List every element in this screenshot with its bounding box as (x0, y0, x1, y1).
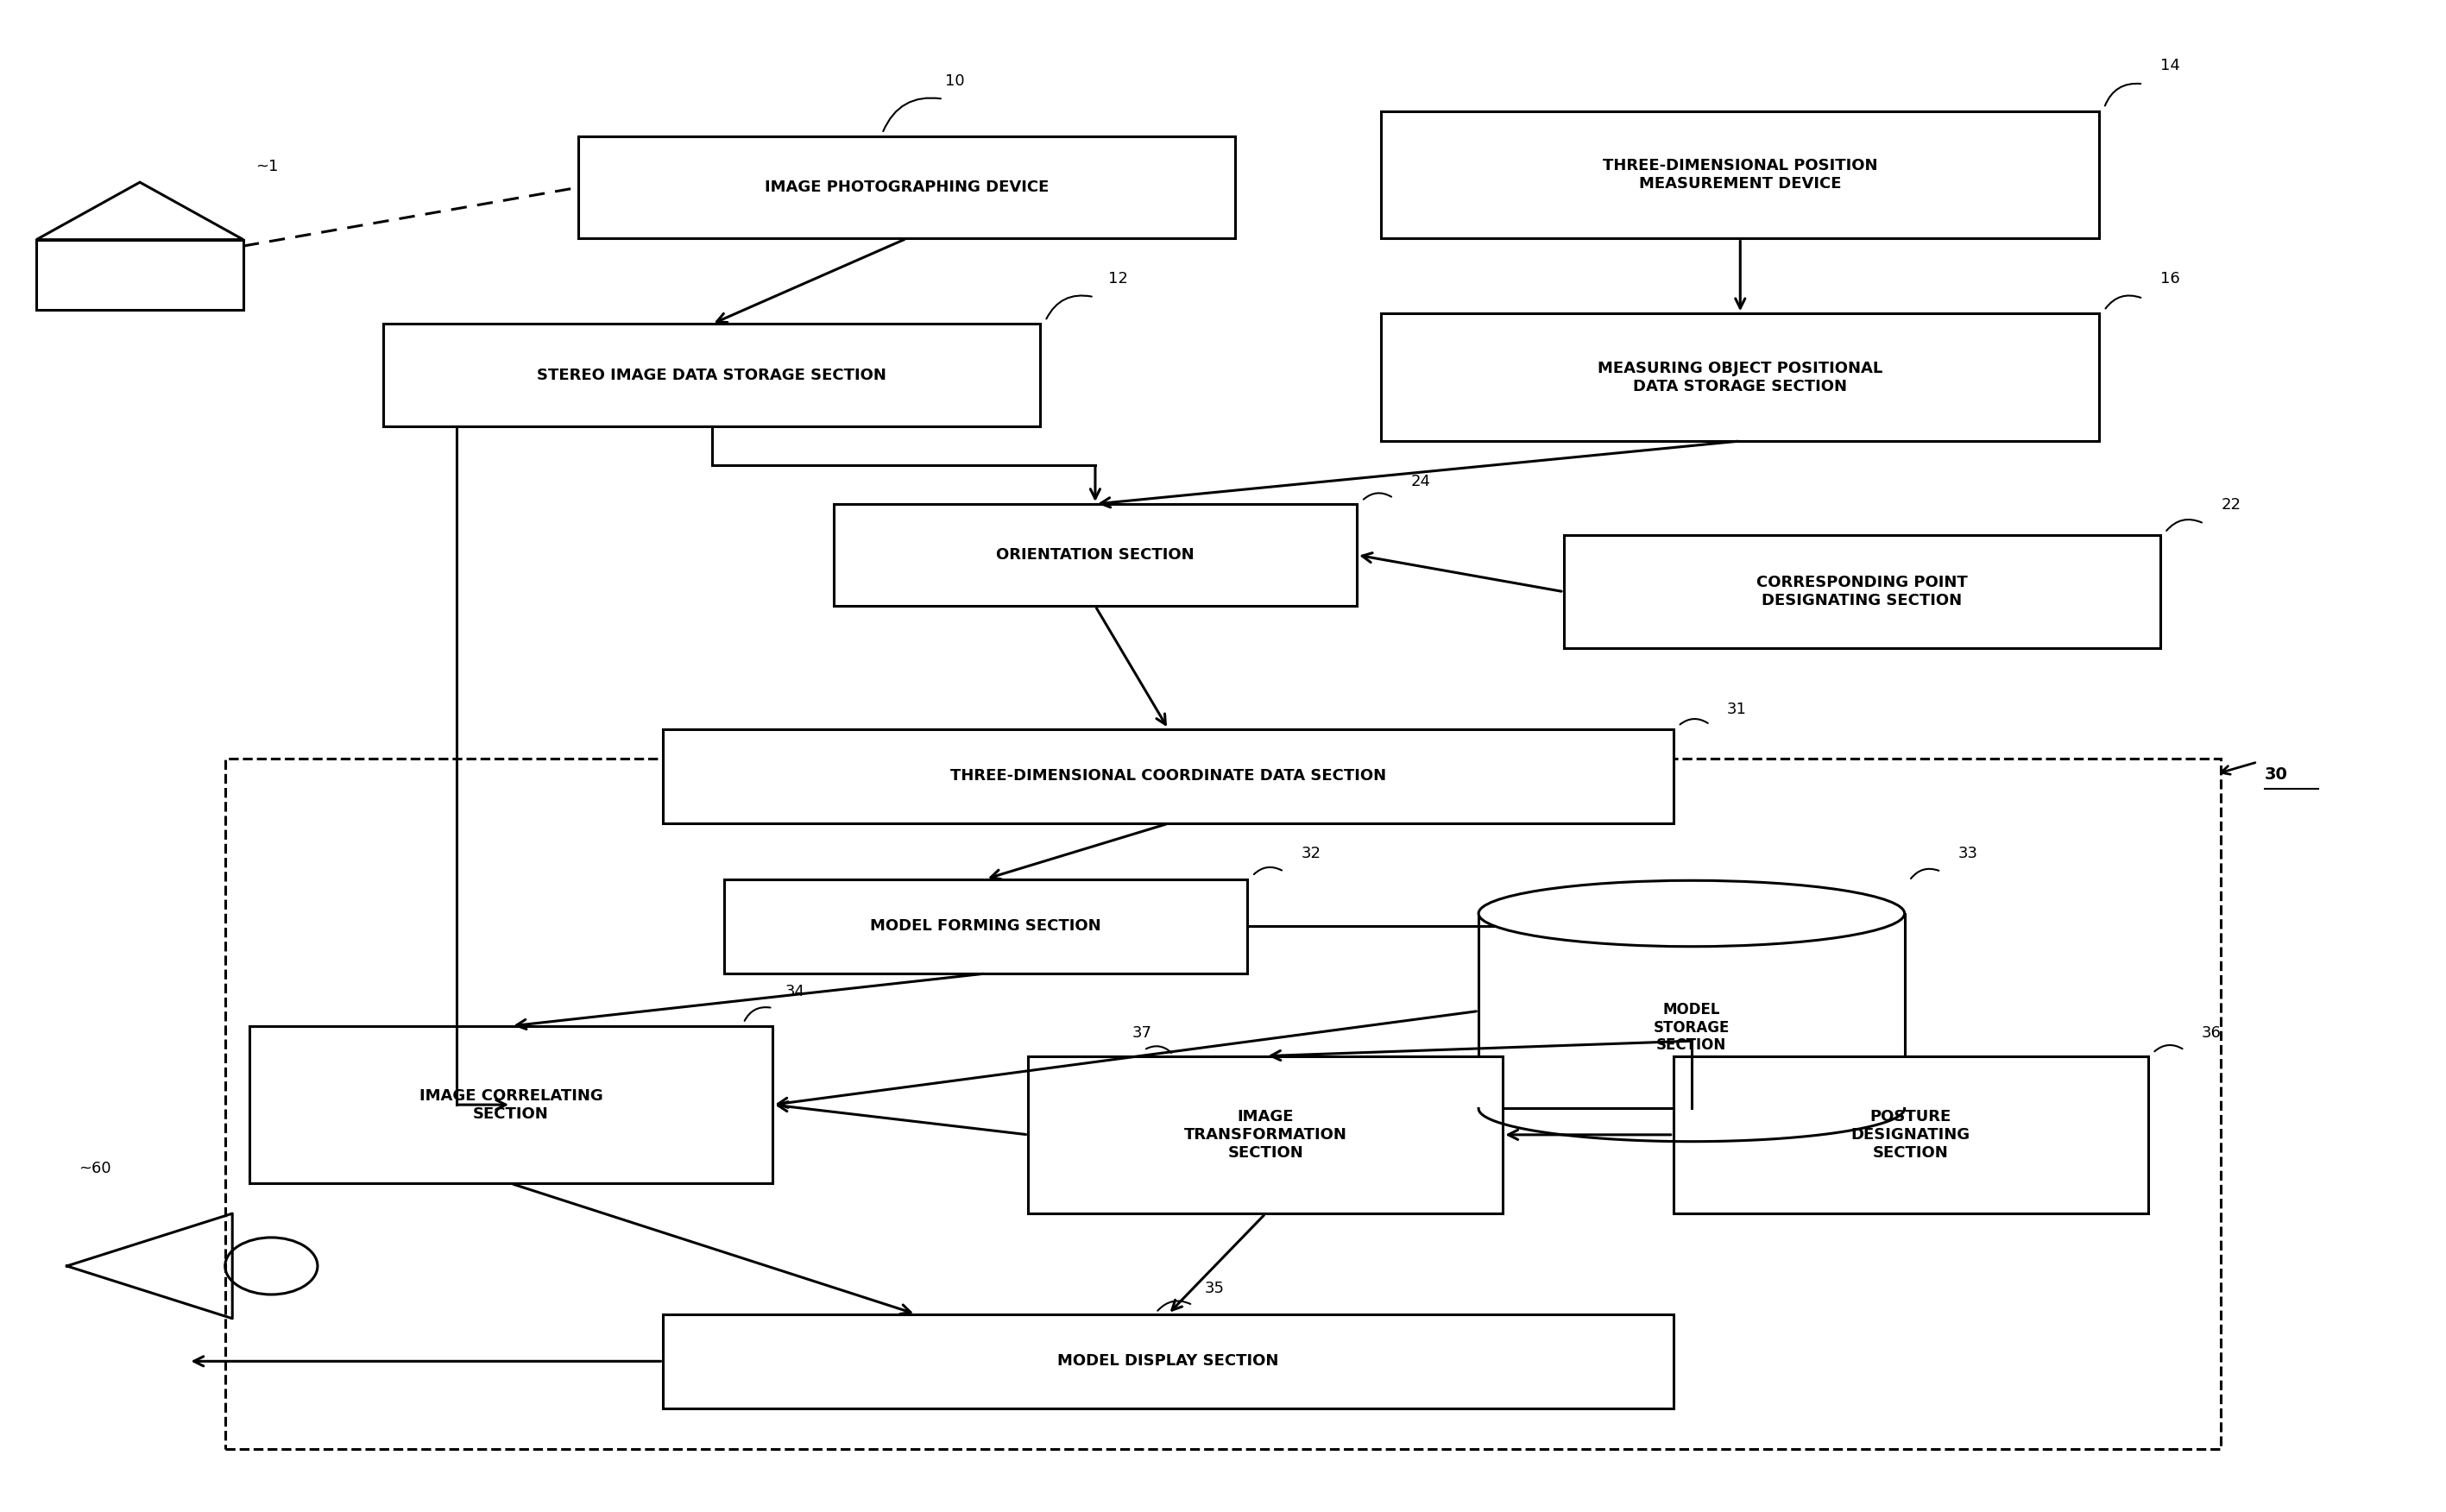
Text: 30: 30 (2265, 767, 2287, 783)
Text: IMAGE
TRANSFORMATION
SECTION: IMAGE TRANSFORMATION SECTION (1184, 1108, 1348, 1161)
Text: IMAGE PHOTOGRAPHING DEVICE: IMAGE PHOTOGRAPHING DEVICE (766, 180, 1049, 195)
Bar (384, 324, 1040, 426)
Text: MEASURING OBJECT POSITIONAL
DATA STORAGE SECTION: MEASURING OBJECT POSITIONAL DATA STORAGE… (1597, 360, 1883, 395)
Bar (37, 239, 242, 310)
Bar (1477, 913, 1905, 1108)
Bar (1673, 1055, 2148, 1214)
Text: THREE-DIMENSIONAL COORDINATE DATA SECTION: THREE-DIMENSIONAL COORDINATE DATA SECTIO… (949, 768, 1387, 785)
Ellipse shape (1477, 880, 1905, 947)
Bar (1382, 110, 2099, 239)
Bar (1382, 313, 2099, 442)
Text: CORRESPONDING POINT
DESIGNATING SECTION: CORRESPONDING POINT DESIGNATING SECTION (1756, 575, 1967, 608)
Text: IMAGE CORRELATING
SECTION: IMAGE CORRELATING SECTION (418, 1089, 602, 1122)
Polygon shape (37, 183, 242, 239)
Text: 16: 16 (2160, 271, 2179, 286)
Text: 35: 35 (1206, 1281, 1225, 1296)
Bar (1563, 535, 2160, 649)
Text: ~1: ~1 (254, 159, 279, 175)
Text: 14: 14 (2160, 57, 2179, 74)
Text: MODEL DISPLAY SECTION: MODEL DISPLAY SECTION (1057, 1353, 1279, 1368)
Text: MODEL
STORAGE
SECTION: MODEL STORAGE SECTION (1653, 1002, 1729, 1054)
Bar (663, 1314, 1673, 1409)
Bar (663, 729, 1673, 824)
Text: ~60: ~60 (78, 1161, 113, 1176)
Text: 34: 34 (785, 983, 805, 999)
Bar (834, 503, 1358, 606)
Bar (249, 1027, 773, 1184)
Bar (577, 136, 1235, 239)
Text: 24: 24 (1411, 473, 1431, 488)
Text: 37: 37 (1132, 1025, 1152, 1040)
Text: 32: 32 (1301, 845, 1321, 860)
Text: 36: 36 (2201, 1025, 2221, 1040)
Bar (724, 878, 1247, 974)
Text: STEREO IMAGE DATA STORAGE SECTION: STEREO IMAGE DATA STORAGE SECTION (538, 367, 885, 383)
Text: 22: 22 (2221, 497, 2241, 513)
Text: 33: 33 (1959, 845, 1979, 860)
Text: 10: 10 (947, 73, 966, 89)
Text: THREE-DIMENSIONAL POSITION
MEASUREMENT DEVICE: THREE-DIMENSIONAL POSITION MEASUREMENT D… (1602, 157, 1879, 192)
Text: MODEL FORMING SECTION: MODEL FORMING SECTION (871, 918, 1101, 934)
Bar (1027, 1055, 1502, 1214)
Text: 12: 12 (1108, 271, 1128, 286)
Text: 31: 31 (1727, 702, 1746, 717)
Text: POSTURE
DESIGNATING
SECTION: POSTURE DESIGNATING SECTION (1852, 1108, 1969, 1161)
Bar (225, 759, 2221, 1448)
Text: ORIENTATION SECTION: ORIENTATION SECTION (996, 547, 1194, 562)
